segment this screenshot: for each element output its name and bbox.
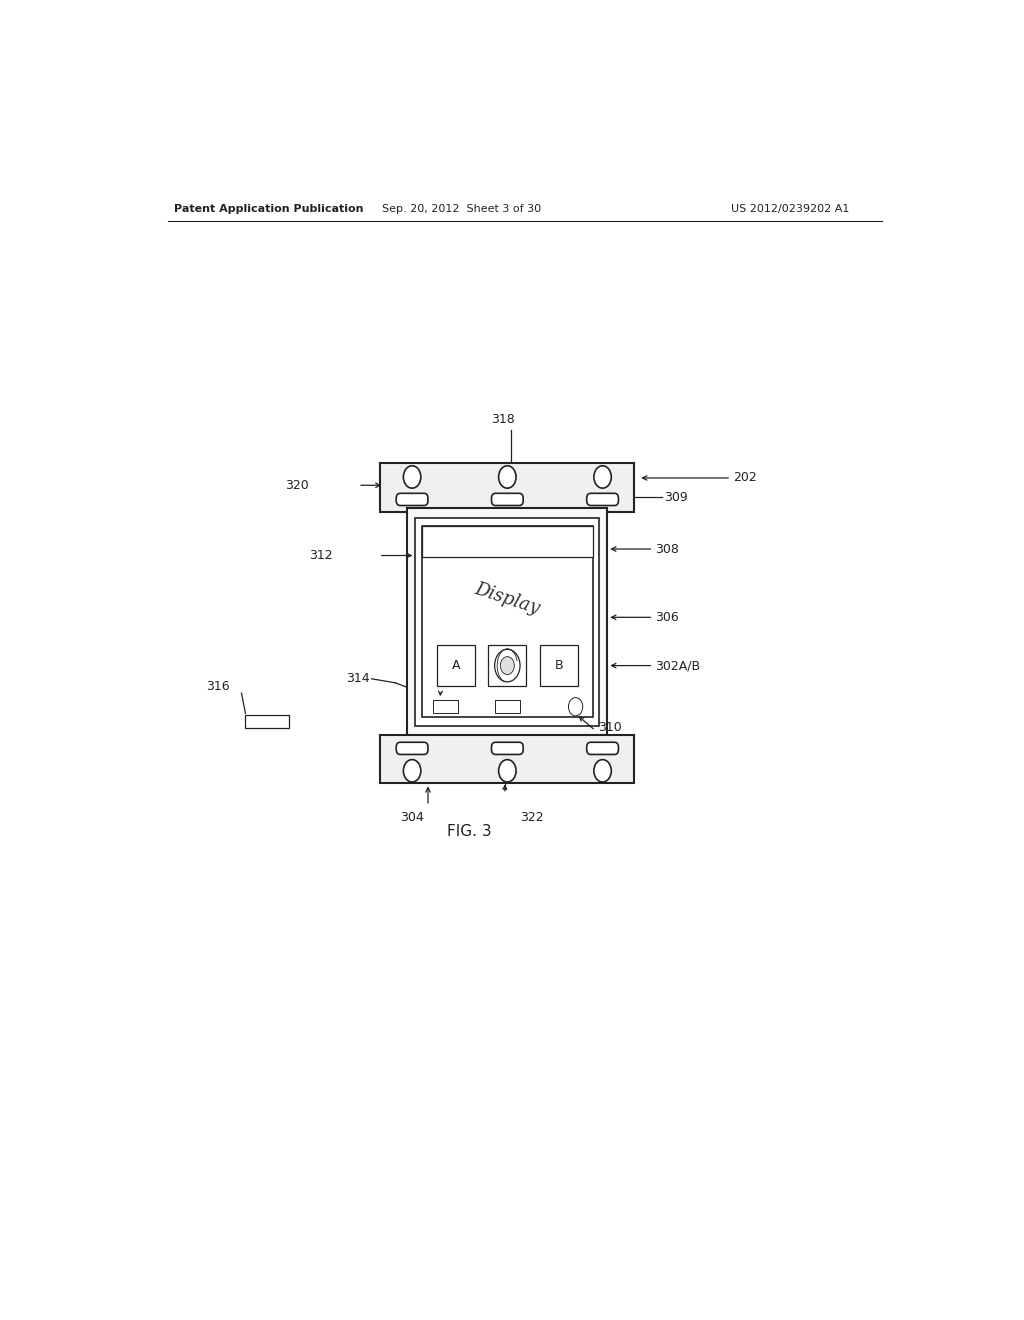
Bar: [246, 715, 289, 727]
Text: A: A: [452, 659, 460, 672]
Text: 302A/B: 302A/B: [655, 659, 700, 672]
Text: 304: 304: [400, 810, 424, 824]
Circle shape: [568, 697, 583, 715]
Bar: [433, 700, 458, 713]
Bar: [416, 519, 599, 726]
Circle shape: [499, 466, 516, 488]
Text: 202: 202: [733, 471, 757, 484]
Circle shape: [501, 656, 514, 675]
Circle shape: [499, 759, 516, 781]
Text: US 2012/0239202 A1: US 2012/0239202 A1: [731, 205, 850, 214]
Text: B: B: [554, 659, 563, 672]
Text: 312: 312: [309, 549, 333, 562]
Text: Display: Display: [472, 579, 543, 618]
FancyBboxPatch shape: [396, 742, 428, 755]
Circle shape: [495, 649, 520, 682]
Text: 309: 309: [665, 491, 688, 504]
Bar: [380, 735, 634, 784]
Circle shape: [594, 759, 611, 781]
Bar: [380, 463, 634, 512]
Circle shape: [403, 759, 421, 781]
Circle shape: [403, 466, 421, 488]
Text: 320: 320: [286, 479, 309, 492]
Text: 306: 306: [655, 611, 679, 624]
Bar: [437, 645, 475, 686]
FancyBboxPatch shape: [396, 494, 428, 506]
Text: Sep. 20, 2012  Sheet 3 of 30: Sep. 20, 2012 Sheet 3 of 30: [382, 205, 541, 214]
Text: 310: 310: [598, 721, 622, 734]
Text: 308: 308: [655, 543, 679, 556]
Text: FIG. 3: FIG. 3: [446, 824, 492, 838]
Text: 322: 322: [520, 810, 544, 824]
FancyBboxPatch shape: [587, 494, 618, 506]
Bar: [422, 527, 593, 718]
Bar: [495, 700, 520, 713]
FancyBboxPatch shape: [492, 494, 523, 506]
Text: 318: 318: [492, 413, 515, 426]
Bar: [540, 645, 578, 686]
FancyBboxPatch shape: [492, 742, 523, 755]
Text: 316: 316: [206, 680, 229, 693]
Bar: [408, 508, 607, 735]
Text: 314: 314: [346, 672, 370, 685]
FancyBboxPatch shape: [587, 742, 618, 755]
Text: Patent Application Publication: Patent Application Publication: [174, 205, 364, 214]
Circle shape: [594, 466, 611, 488]
Bar: [488, 645, 526, 686]
Bar: [422, 527, 593, 557]
